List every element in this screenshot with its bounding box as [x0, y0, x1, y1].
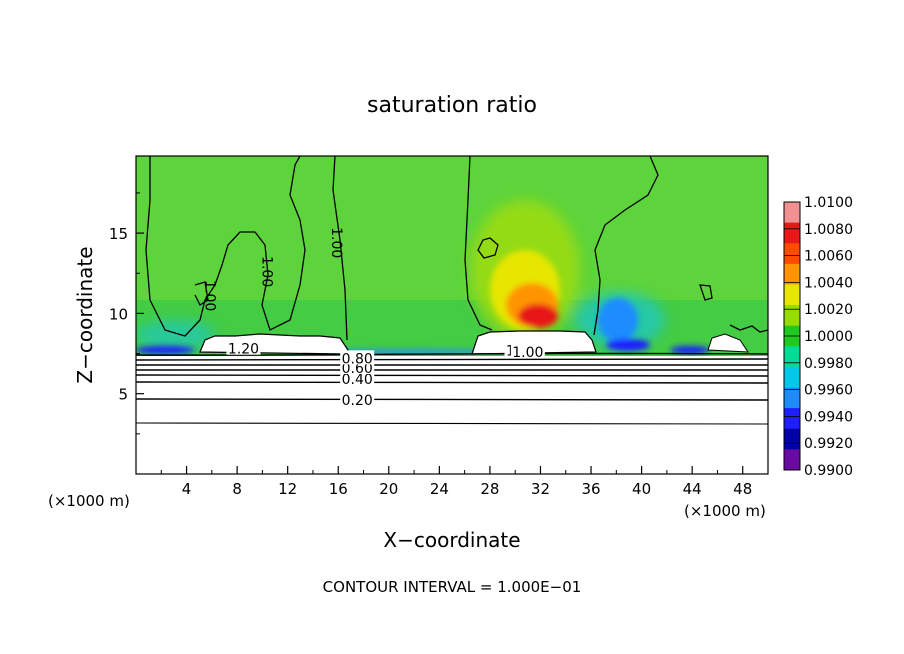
contour-bump-right: [699, 284, 713, 301]
contour-label: 0.40: [342, 372, 373, 388]
colorbar-label: 0.9960: [804, 383, 853, 399]
contour-mid-right: [593, 156, 659, 336]
y-axis: 5 10 15: [109, 192, 144, 435]
red-plume: [518, 304, 558, 328]
y-tick-label: 5: [118, 386, 128, 404]
contour-4: [136, 369, 768, 371]
contour-label-bg: [226, 340, 261, 355]
contour-8: [136, 422, 768, 425]
contour-7: [136, 398, 768, 401]
cloud-fragment-right: [707, 333, 749, 353]
x-tick-label: 40: [632, 480, 651, 498]
contour-label: 1.00: [202, 280, 218, 311]
contour-left-inner: [332, 156, 348, 341]
x-tick-label: 44: [683, 480, 702, 498]
contour-mid-plume: [464, 156, 493, 331]
contour-6: [136, 381, 768, 384]
horizontal-contours: [136, 352, 768, 425]
contour-5: [136, 374, 768, 377]
colorbar-label: 1.0040: [804, 275, 853, 291]
chart-title: saturation ratio: [367, 93, 537, 118]
x-axis: 4 8 12 16 20 24 28 32 36 40 44 48: [160, 466, 752, 498]
colorbar-label: 1.0080: [804, 222, 853, 238]
colorbar-swatch: [784, 284, 800, 306]
cyan-patch-left: [136, 320, 215, 350]
x-tick-label: 36: [581, 480, 600, 498]
contour-label: 1.00: [328, 227, 344, 258]
contour-label: 0.20: [342, 393, 373, 409]
colorbar: 1.0100 1.0080 1.0060 1.0040 1.0020 1.0000 0.99…: [783, 195, 853, 479]
colorbar-swatch: [784, 366, 800, 389]
contour-bump-small: [477, 237, 499, 259]
contour-label: 1.00: [512, 345, 543, 361]
colorbar-swatch: [784, 428, 800, 450]
x-unit-right: (×1000 m): [684, 502, 766, 520]
colorbar-swatch: [784, 408, 800, 430]
colorbar-label: 1.0000: [804, 329, 853, 345]
x-tick-label: 28: [480, 480, 499, 498]
contour-label-bg: [510, 343, 545, 358]
x-axis-label: X−coordinate: [383, 528, 520, 552]
blue-patch-right-base: [606, 339, 650, 351]
x-tick-label: 4: [182, 480, 192, 498]
colorbar-swatch: [784, 222, 800, 244]
contour-small-left: [194, 281, 209, 306]
contour-lines: [145, 156, 768, 341]
colorbar-label: 0.9940: [804, 409, 853, 425]
y-tick-label: 10: [109, 305, 128, 323]
colorbar-label: 0.9900: [804, 463, 853, 479]
x-tick-label: 8: [232, 480, 242, 498]
colorbar-swatch: [784, 387, 800, 409]
contour-label: 1.00: [258, 256, 274, 287]
contour-label-bg: [340, 392, 375, 407]
x-tick-label: 48: [733, 480, 752, 498]
colorbar-swatch: [784, 202, 800, 224]
white-lower-region: [136, 356, 768, 474]
contour-label-bg: [340, 350, 375, 365]
contour-label-bg: [340, 371, 375, 386]
contour-label: 0.60: [342, 361, 373, 377]
contour-label: 1.20: [228, 342, 259, 358]
contour-label: 0.80: [342, 351, 373, 367]
contour-left-plume: [145, 156, 306, 337]
contour-1: [136, 352, 768, 356]
x-tick-label: 16: [329, 480, 348, 498]
colorbar-swatch: [784, 346, 800, 368]
y-tick-label: 15: [109, 225, 128, 243]
contour-interval-note: CONTOUR INTERVAL = 1.000E−01: [323, 578, 582, 596]
heatmap-field: [136, 156, 768, 474]
blue-patch-left: [136, 346, 195, 354]
x-tick-label: 12: [278, 480, 297, 498]
plot-frame: [135, 155, 769, 475]
colorbar-label: 0.9980: [804, 356, 853, 372]
contour-3: [136, 364, 768, 366]
cloud-cap-left: [199, 333, 349, 355]
x-tick-label: 32: [531, 480, 550, 498]
x-tick-label: 24: [430, 480, 449, 498]
x-tick-label: 20: [379, 480, 398, 498]
colorbar-label: 0.9920: [804, 436, 853, 452]
blue-patch-right: [598, 298, 638, 342]
colorbar-label: 1.0060: [804, 249, 853, 265]
contour-labels: 0.200.400.600.801.201.201.001.001.001.00: [202, 227, 545, 409]
blue-patch-far-right: [670, 346, 710, 354]
colorbar-swatch: [784, 305, 800, 327]
colorbar-swatch: [784, 263, 800, 285]
x-unit-left: (×1000 m): [48, 492, 130, 510]
colorbar-swatch: [784, 449, 800, 471]
colorbar-label: 1.0100: [804, 195, 853, 211]
y-axis-label: Z−coordinate: [73, 246, 97, 383]
colorbar-label: 1.0020: [804, 302, 853, 318]
contour-2: [136, 358, 768, 361]
colorbar-swatch: [784, 243, 800, 265]
contour-right-end: [729, 324, 768, 333]
